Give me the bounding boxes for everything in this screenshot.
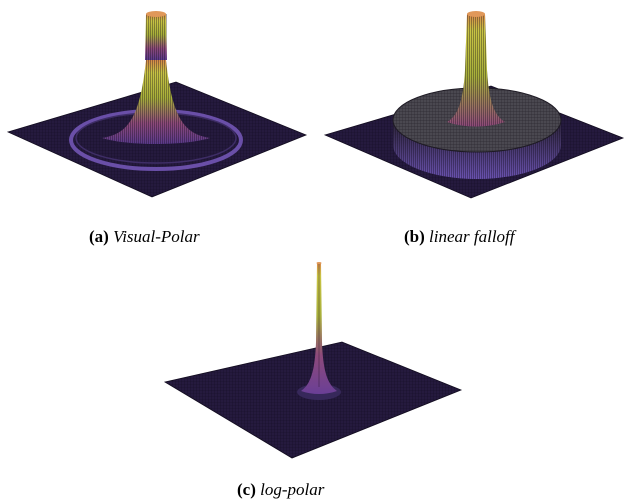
- caption-b-label: (b): [404, 227, 425, 246]
- panel-a-visual-polar: (a) Visual-Polar: [0, 0, 315, 255]
- caption-a-label: (a): [89, 227, 109, 246]
- surface-plot-c: [163, 262, 463, 459]
- caption-c-title: log-polar: [260, 480, 325, 499]
- caption-b: (b) linear falloff: [404, 227, 515, 247]
- surface-plot-a: [6, 11, 308, 198]
- peak-top: [467, 11, 485, 17]
- caption-c-label: (c): [237, 480, 256, 499]
- caption-a: (a) Visual-Polar: [89, 227, 200, 247]
- floor-plane: [163, 341, 463, 459]
- panel-b-linear-falloff: (b) linear falloff: [315, 0, 630, 255]
- spike-top: [316, 262, 322, 264]
- caption-a-title: Visual-Polar: [113, 227, 200, 246]
- surface-plot-b: [323, 11, 625, 199]
- caption-c: (c) log-polar: [237, 480, 324, 500]
- panel-c-log-polar: (c) log-polar: [157, 252, 472, 500]
- peak-top: [146, 11, 166, 17]
- caption-b-title: linear falloff: [429, 227, 515, 246]
